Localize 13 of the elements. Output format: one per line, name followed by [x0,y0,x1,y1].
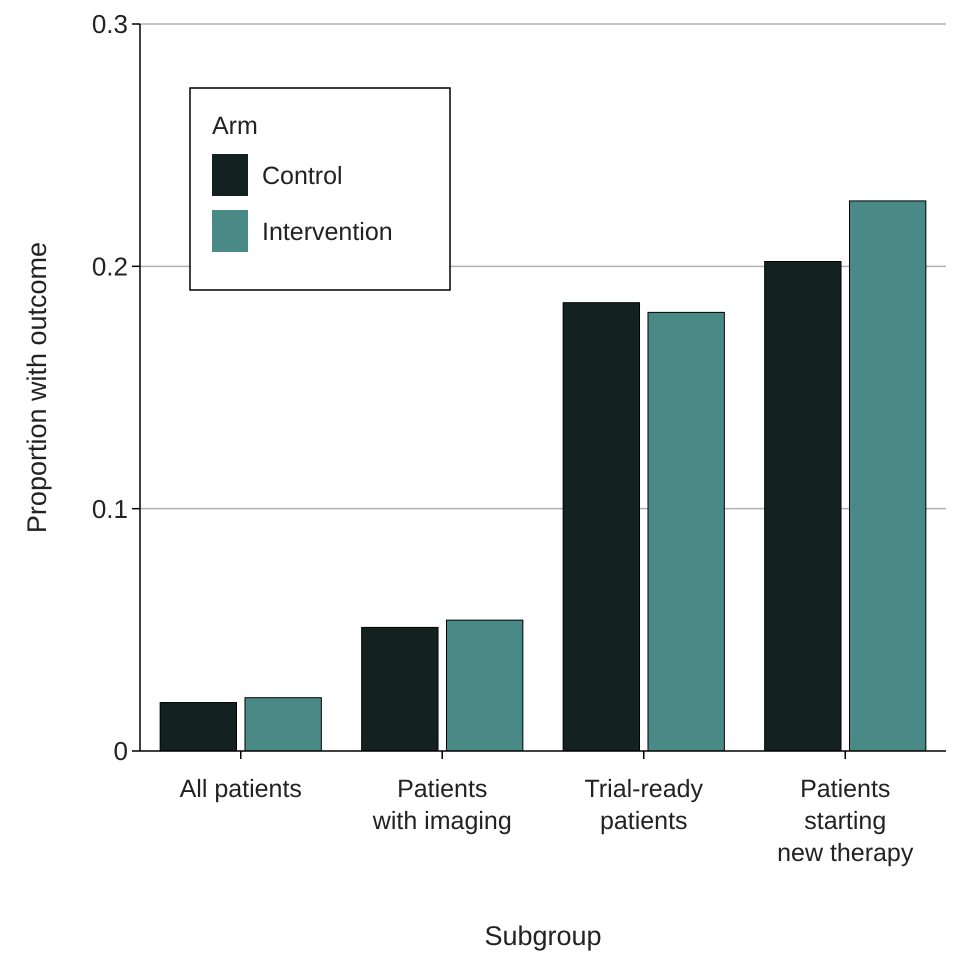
legend-label: Intervention [262,218,393,246]
x-tick-label: Patients starting new therapy [777,775,914,867]
x-tick-label: All patients [180,775,302,803]
legend-title: Arm [212,112,258,140]
y-tick-label: 0.3 [92,9,128,40]
y-axis-title: Proportion with outcome [22,242,52,534]
y-tick-label: 0 [114,736,128,766]
legend-label: Control [262,162,343,190]
y-tick-label: 0.1 [92,494,128,524]
x-tick-label: Trial-ready patients [584,775,704,835]
x-axis-title: Subgroup [484,921,602,951]
y-tick-label: 0.2 [92,251,128,282]
x-tick-label: Patients with imaging [372,775,512,835]
